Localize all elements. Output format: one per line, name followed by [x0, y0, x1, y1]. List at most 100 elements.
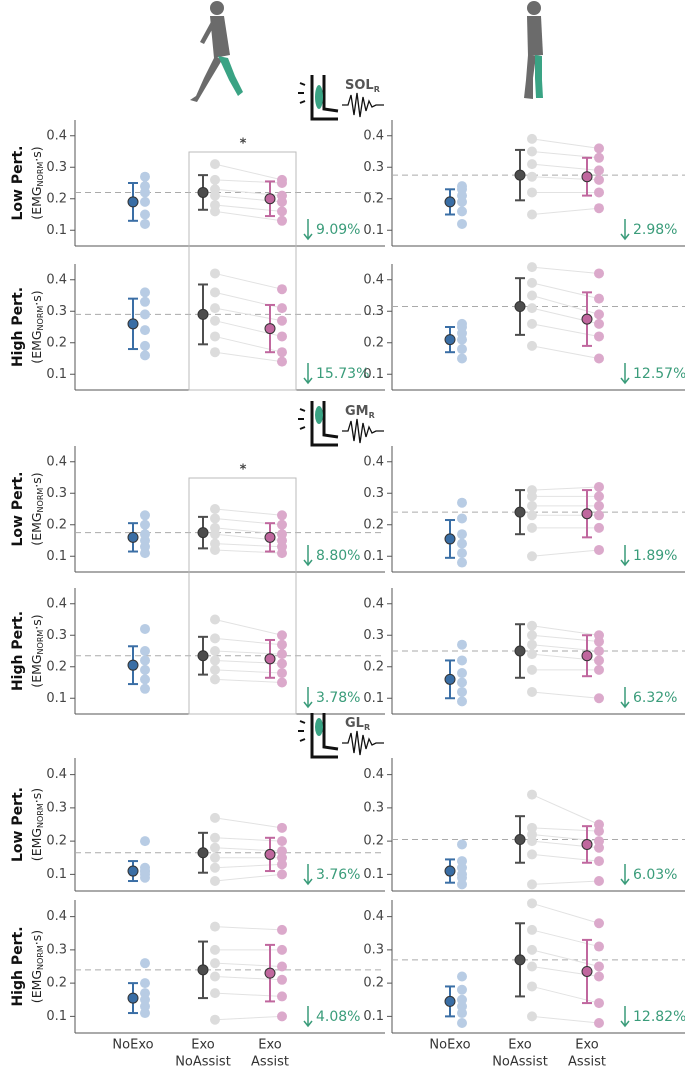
down-arrow — [303, 545, 313, 567]
y-tick-label: 0.3 — [46, 486, 67, 501]
subject-point — [527, 849, 537, 860]
subject-point — [140, 836, 150, 847]
subject-point — [140, 218, 150, 229]
y-tick-label: 0.1 — [46, 691, 67, 706]
mean-marker — [264, 848, 276, 860]
y-unit-label: (EMGNORM·s) — [29, 290, 45, 363]
unit-subscript: NORM — [36, 306, 45, 331]
reduction-label: 12.82% — [633, 1009, 685, 1025]
y-tick-label: 0.2 — [363, 335, 384, 350]
reduction-label: 3.78% — [316, 690, 360, 706]
y-unit-label: (EMGNORM·s) — [29, 930, 45, 1003]
pair-line — [214, 619, 283, 636]
subject-point — [527, 133, 537, 144]
mean-marker — [197, 308, 209, 320]
subject-point — [277, 677, 287, 688]
subject-point — [210, 674, 220, 685]
subject-point — [210, 538, 220, 549]
subject-point — [527, 522, 537, 533]
y-tick-label: 0.1 — [46, 867, 67, 882]
unit-part: ·s) — [29, 614, 44, 629]
pair-line — [214, 549, 283, 554]
reduction-label: 4.08% — [316, 1009, 360, 1025]
down-arrow — [303, 864, 313, 886]
subject-point — [527, 290, 537, 301]
subject-point — [277, 315, 287, 326]
subject-point — [457, 1018, 467, 1029]
mean-marker — [444, 334, 456, 346]
y-tick-label: 0.1 — [363, 1009, 384, 1024]
subject-point — [140, 181, 150, 192]
y-tick-label: 0.2 — [46, 659, 67, 674]
subject-point — [140, 623, 150, 634]
unit-subscript: NORM — [36, 945, 45, 970]
down-arrow — [620, 1006, 630, 1028]
subject-point — [457, 513, 467, 524]
y-tick-label: 0.4 — [46, 767, 67, 782]
unit-part: (EMG — [29, 186, 44, 219]
pair-line — [531, 902, 600, 924]
x-category-label: NoAssist — [492, 1055, 548, 1070]
subject-point — [210, 958, 220, 969]
emg-wave — [342, 730, 384, 756]
mean-marker — [197, 527, 209, 539]
subject-point — [277, 846, 287, 857]
y-tick-label: 0.4 — [363, 272, 384, 287]
subject-point — [210, 614, 220, 625]
y-tick-label: 0.3 — [363, 942, 384, 957]
subject-point — [457, 984, 467, 995]
subject-point — [594, 941, 604, 952]
subject-point — [210, 303, 220, 314]
down-arrow — [303, 1006, 313, 1028]
muscle-side: R — [369, 411, 375, 420]
reduction-label: 15.73% — [316, 366, 369, 382]
y-tick-label: 0.4 — [363, 909, 384, 924]
y-tick-label: 0.4 — [46, 272, 67, 287]
y-tick-label: 0.3 — [363, 628, 384, 643]
unit-part: ·s) — [29, 930, 44, 945]
pair-line — [531, 827, 600, 832]
subject-point — [527, 340, 537, 351]
y-tick-label: 0.3 — [46, 628, 67, 643]
unit-part: ·s) — [29, 788, 44, 803]
y-tick-label: 0.2 — [363, 659, 384, 674]
subject-point — [527, 159, 537, 170]
pair-line — [531, 151, 600, 159]
subject-point — [457, 218, 467, 229]
reduction-label: 2.98% — [633, 222, 677, 238]
y-tick-label: 0.1 — [363, 549, 384, 564]
muscle-name: GL — [345, 716, 364, 731]
subject-point — [457, 181, 467, 192]
subject-point — [594, 664, 604, 675]
subject-point — [527, 686, 537, 697]
unit-subscript: NORM — [36, 803, 45, 828]
impact-marks — [298, 408, 306, 430]
subject-point — [594, 836, 604, 847]
significance-star: * — [240, 137, 247, 152]
unit-part: (EMG — [29, 512, 44, 545]
row-label: High Pert. — [10, 287, 26, 367]
subject-point — [457, 639, 467, 650]
subject-point — [457, 538, 467, 549]
subject-point — [210, 200, 220, 211]
x-category-label: NoExo — [112, 1038, 153, 1053]
unit-part: (EMG — [29, 970, 44, 1003]
pair-line — [214, 669, 283, 674]
pair-line — [214, 926, 283, 931]
mean-marker — [444, 673, 456, 685]
subject-point — [594, 353, 604, 364]
subject-point — [594, 268, 604, 279]
pair-line — [531, 549, 600, 557]
pair-line — [214, 335, 283, 353]
mean-marker — [127, 196, 139, 208]
subject-point — [210, 876, 220, 887]
mean-marker — [197, 847, 209, 859]
mean-marker — [444, 196, 456, 208]
subject-point — [594, 165, 604, 176]
pair-line — [214, 962, 283, 967]
subject-point — [140, 510, 150, 521]
y-tick-label: 0.1 — [46, 1009, 67, 1024]
subject-point — [210, 633, 220, 644]
subject-point — [210, 655, 220, 666]
subject-point — [140, 978, 150, 989]
